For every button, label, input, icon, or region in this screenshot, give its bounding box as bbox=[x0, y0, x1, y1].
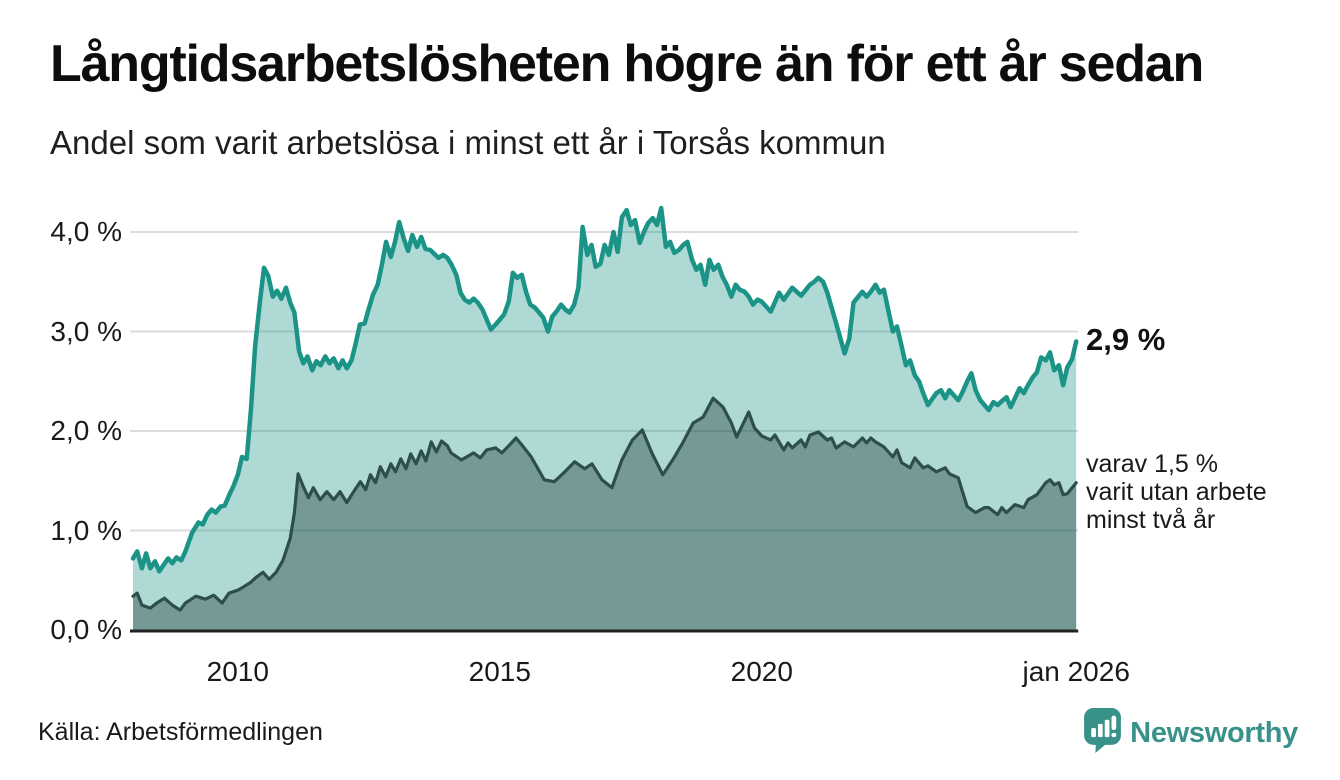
newsworthy-bubble-chart-icon bbox=[1084, 708, 1122, 758]
x-axis-tick-label: jan 2026 bbox=[1022, 656, 1130, 687]
area-fills bbox=[133, 208, 1077, 630]
secondary-annotation-line3: minst två år bbox=[1086, 506, 1216, 534]
line-series-0 bbox=[130, 205, 1079, 574]
secondary-annotation-line2: varit utan arbete bbox=[1086, 478, 1267, 506]
gridlines bbox=[130, 231, 1079, 532]
y-axis-tick-label: 2,0 % bbox=[50, 415, 122, 446]
newsworthy-logo: Newsworthy bbox=[1084, 708, 1298, 758]
y-axis-tick-label: 4,0 % bbox=[50, 216, 122, 247]
x-axis-tick-label: 2020 bbox=[730, 656, 793, 687]
series-lines bbox=[130, 205, 1079, 612]
y-axis-tick-label: 3,0 % bbox=[50, 315, 122, 347]
page-subtitle: Andel som varit arbetslösa i minst ett å… bbox=[50, 124, 886, 161]
y-axis-tick-label: 1,0 % bbox=[50, 514, 122, 546]
x-axis-tick-label: 2010 bbox=[206, 656, 269, 687]
source-credit: Källa: Arbetsförmedlingen bbox=[38, 718, 323, 746]
page-title: Långtidsarbetslösheten högre än för ett … bbox=[50, 35, 1204, 93]
secondary-annotation-line1: varav 1,5 % bbox=[1086, 450, 1219, 478]
latest-value-label: 2,9 % bbox=[1086, 322, 1166, 357]
line-series-1 bbox=[131, 396, 1078, 612]
newsworthy-wordmark: Newsworthy bbox=[1130, 716, 1298, 749]
area-fill-series-1 bbox=[133, 398, 1077, 630]
secondary-series-annotation: varav 1,5 % varit utan arbete minst två … bbox=[1086, 450, 1267, 534]
y-axis-tick-label: 0,0 % bbox=[50, 614, 122, 645]
x-axis-tick-label: 2015 bbox=[468, 656, 531, 687]
